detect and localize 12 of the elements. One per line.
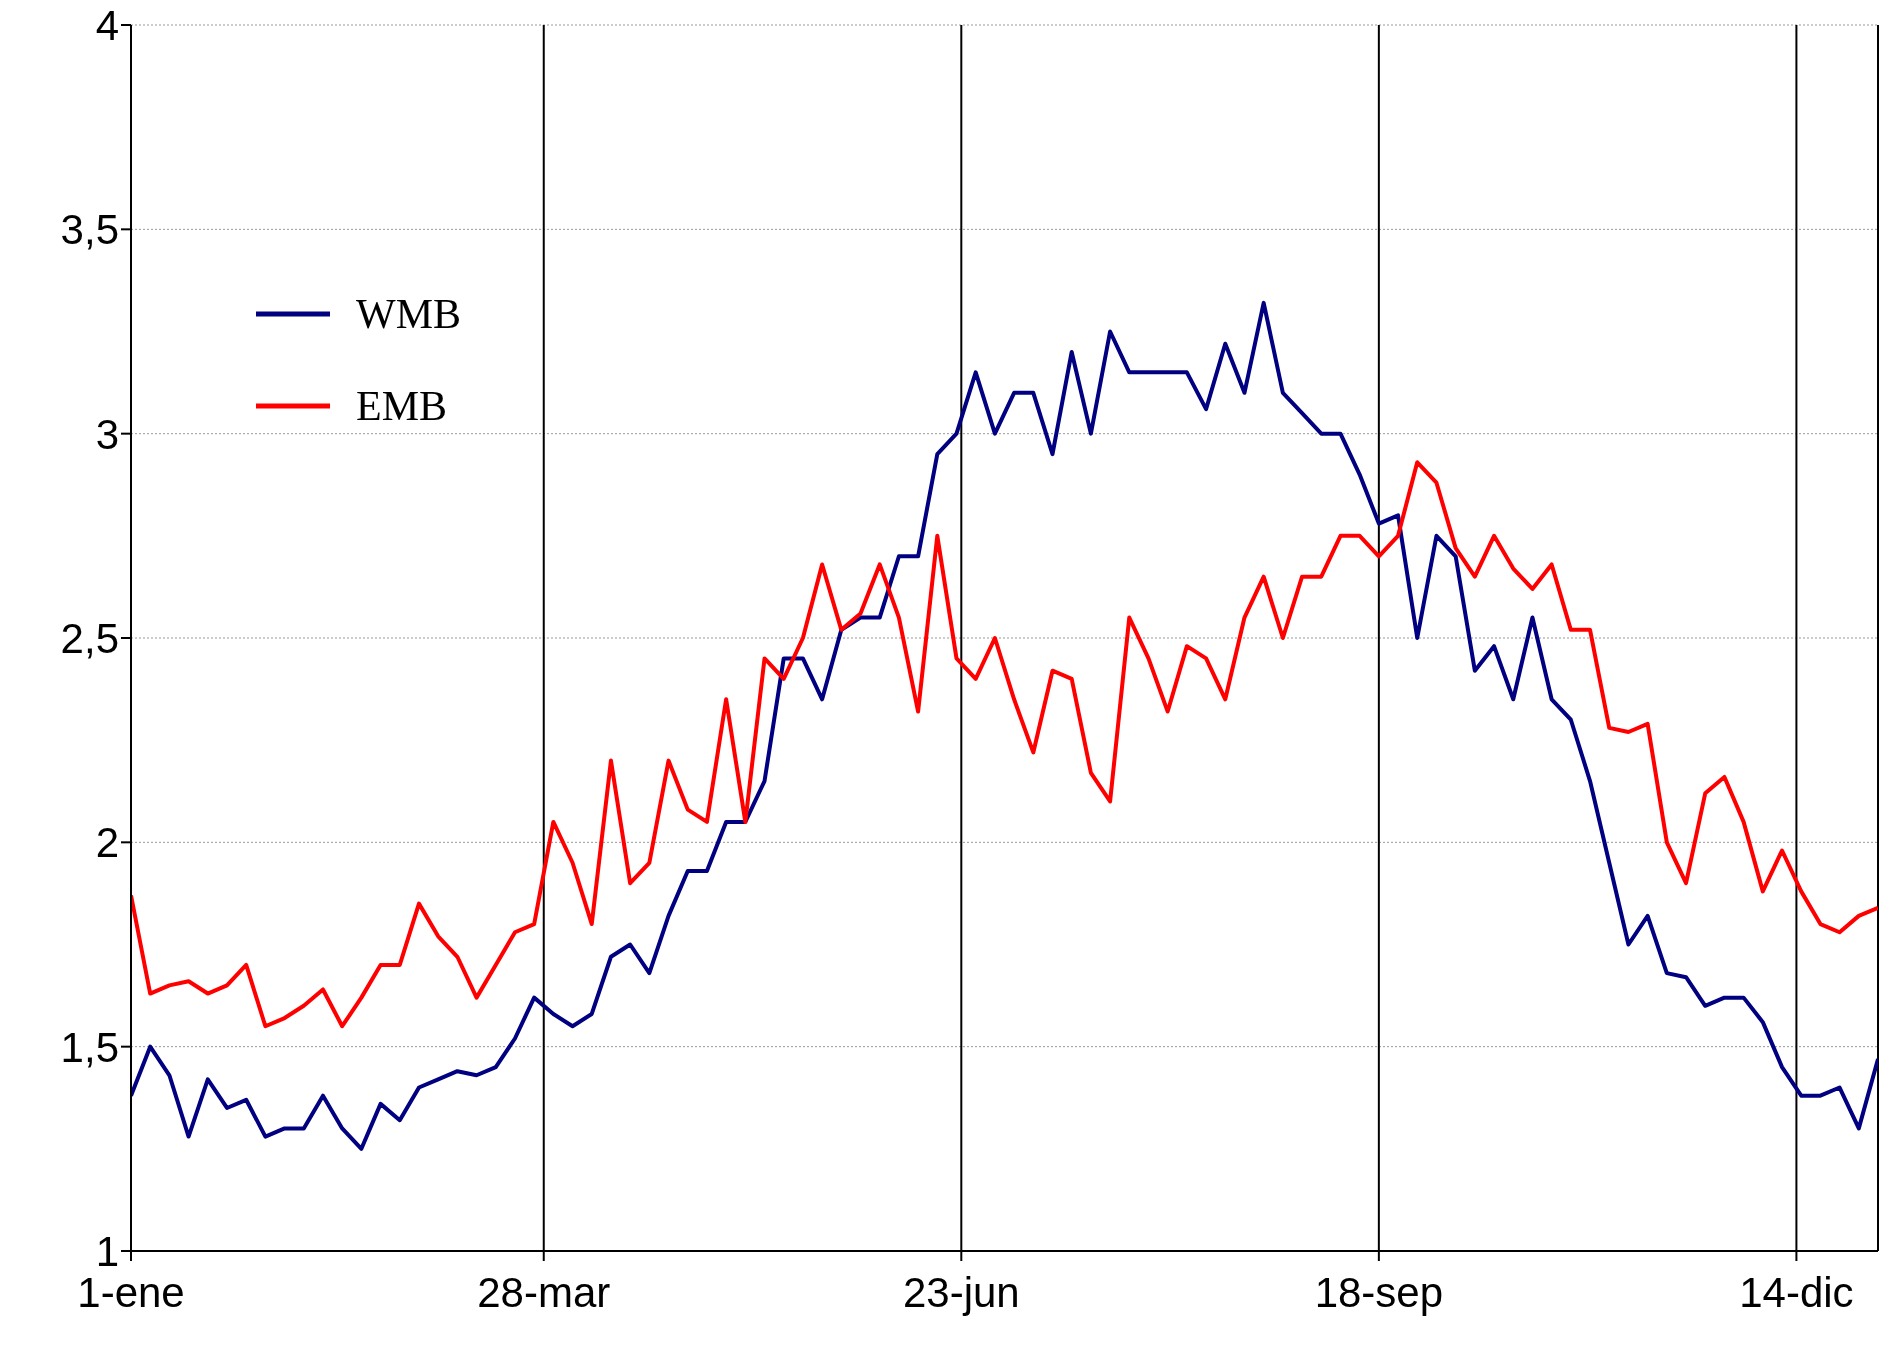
y-tick-label: 4 [95,1,119,49]
x-tick-label: 28-mar [477,1268,611,1316]
legend-label: WMB [356,290,461,338]
y-tick-label: 2 [95,819,119,867]
x-tick-label: 23-jun [902,1268,1020,1316]
y-tick-label: 2,5 [60,614,119,662]
y-tick-label: 1,5 [60,1023,119,1071]
x-tick-label: 14-dic [1739,1268,1854,1316]
y-tick-label: 3 [95,410,119,458]
x-tick-label: 18-sep [1314,1268,1444,1316]
y-tick-label: 3,5 [60,206,119,254]
legend-label: EMB [356,382,448,430]
